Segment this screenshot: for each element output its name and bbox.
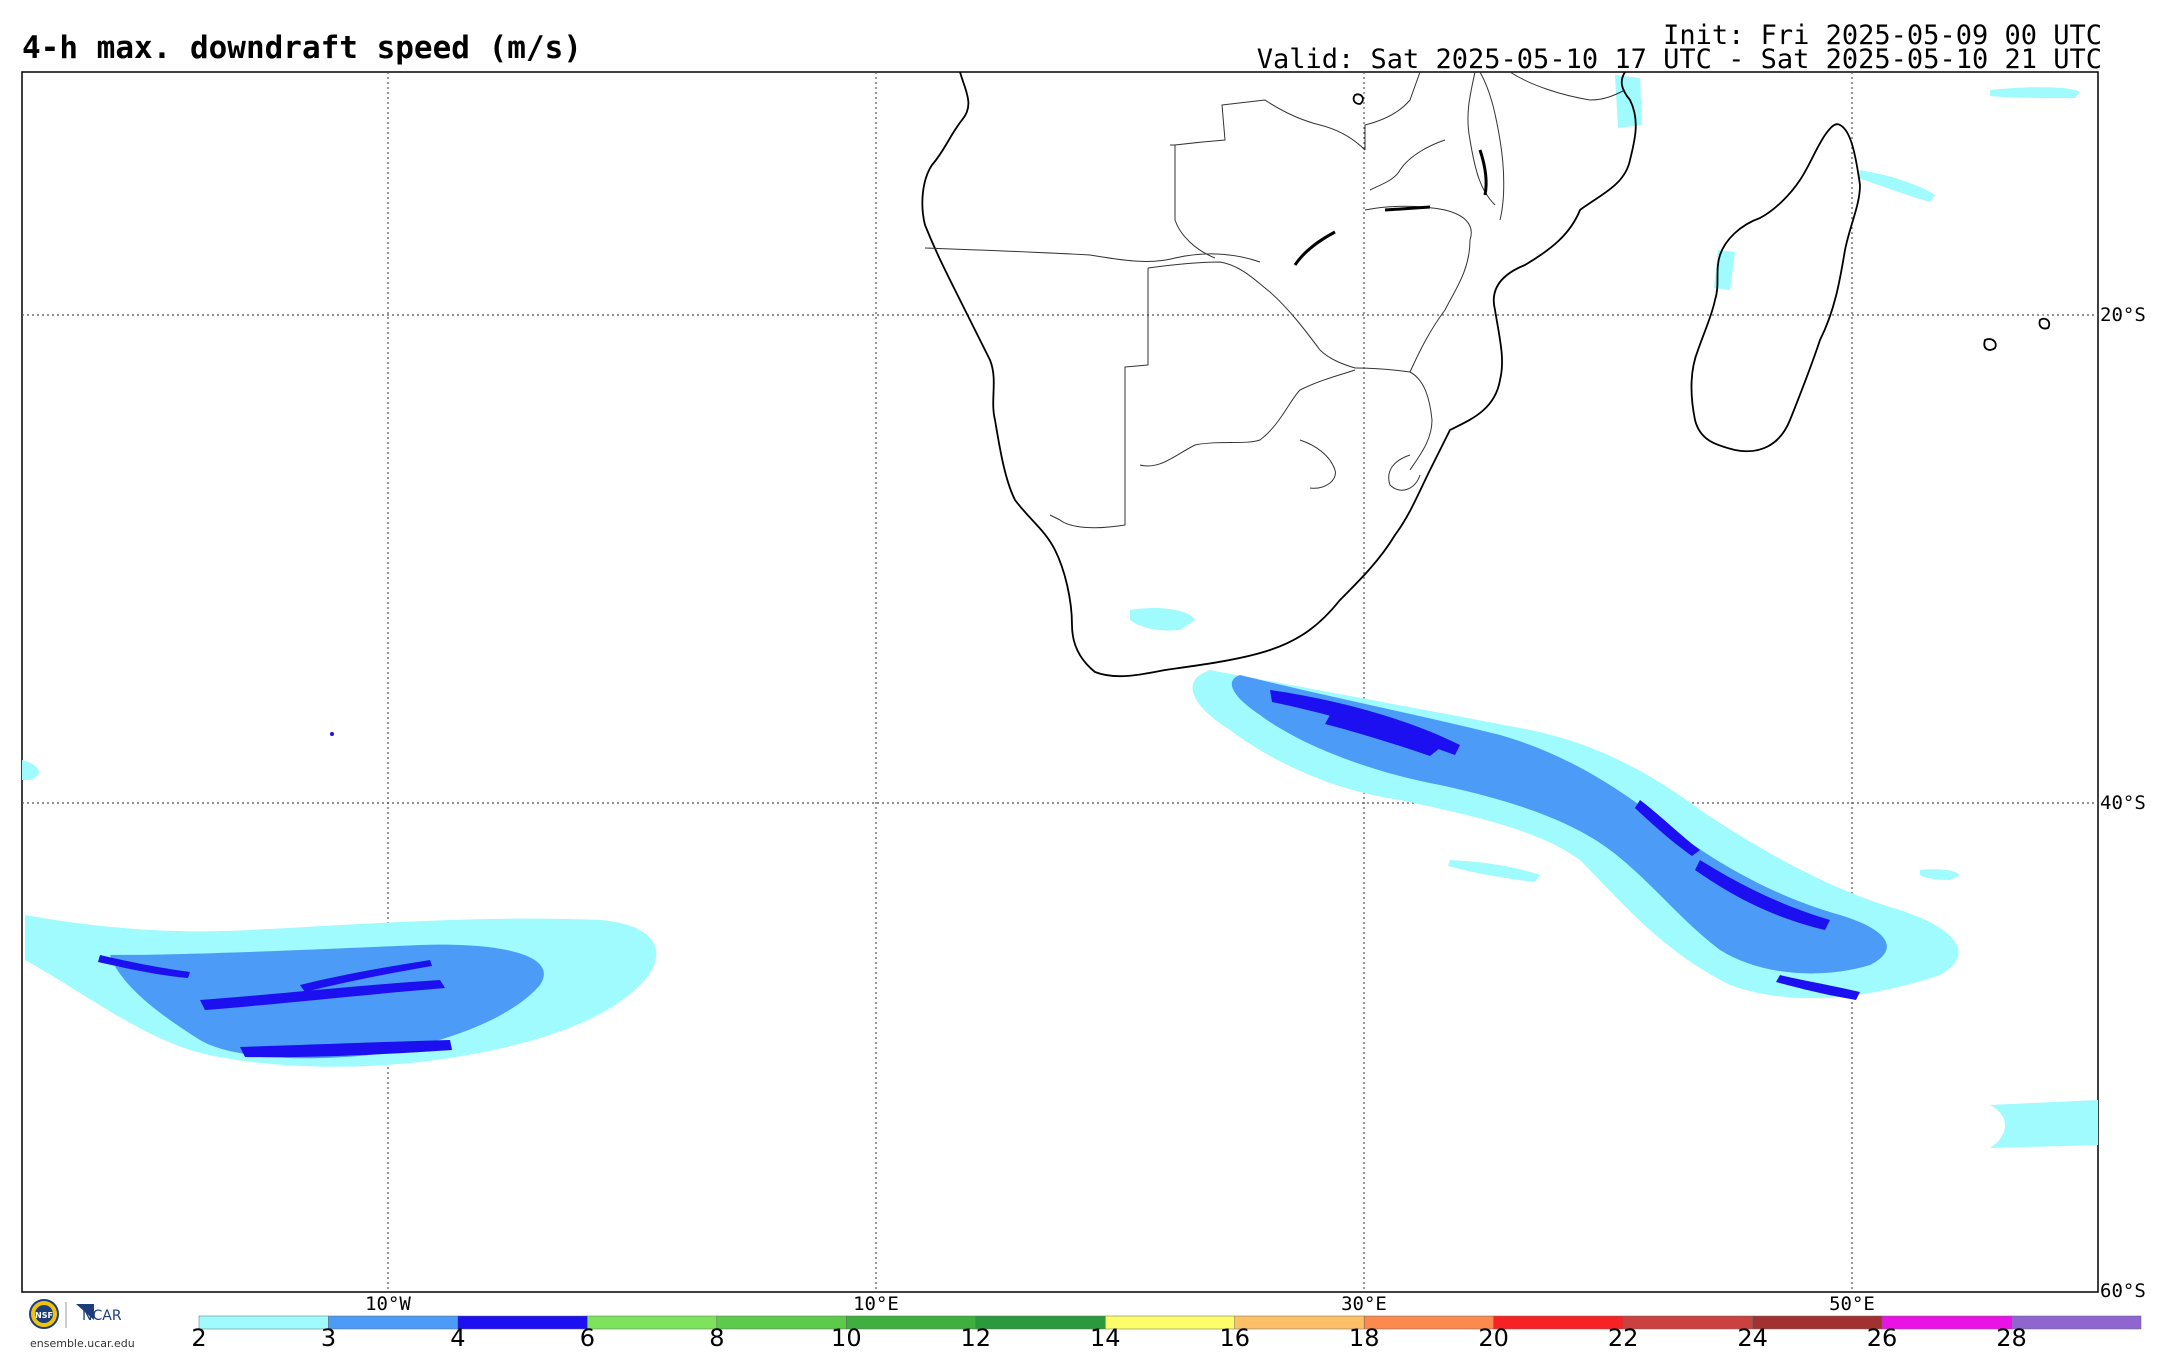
colorbar-tick-label: 16 (1219, 1324, 1250, 1352)
colorbar-tick-label: 18 (1349, 1324, 1380, 1352)
coastlines (921, 71, 2051, 678)
mauritius (2038, 317, 2051, 330)
colorbar-segment (1622, 1315, 1753, 1330)
colorbar-segment (1752, 1315, 1883, 1330)
lon-label: 10°W (365, 1293, 411, 1315)
lake (1352, 93, 1364, 105)
field-sa-mid (1231, 675, 1887, 974)
colorbar-tick-label: 26 (1867, 1324, 1898, 1352)
colorbar-tick-label: 28 (1996, 1324, 2027, 1352)
lat-label: 60°S (2100, 1280, 2146, 1302)
colorbar-segment (716, 1315, 847, 1330)
field-atlantic-dark3 (300, 960, 432, 992)
colorbar-segment (975, 1315, 1106, 1330)
field-sa-dark4 (1635, 800, 1700, 856)
field-atlantic-dark2 (240, 1040, 452, 1058)
lakes (1293, 149, 1488, 266)
colorbar-tick-label: 14 (1090, 1324, 1121, 1352)
field-sa-dark3 (1695, 860, 1830, 930)
field-south-patch (1448, 860, 1540, 882)
field-far-east (1920, 869, 1960, 880)
graticule (22, 72, 2098, 1292)
country-borders (924, 71, 1626, 529)
field-atlantic-mid (110, 944, 544, 1059)
lat-label: 40°S (2100, 792, 2146, 814)
colorbar-segment (1363, 1315, 1494, 1330)
colorbar-tick-label: 6 (580, 1324, 595, 1352)
field-atlantic-dark4 (98, 955, 190, 978)
field-ne-patch1 (1615, 75, 1642, 128)
field-ne-patch3 (1858, 170, 1935, 202)
ncar-logo-icon (76, 1304, 94, 1320)
colorbar-segment (1881, 1315, 2012, 1330)
lon-label: 50°E (1829, 1293, 1875, 1315)
init-time: Init: Fri 2025-05-09 00 UTC (1663, 20, 2102, 51)
colorbar-segment (198, 1315, 329, 1330)
colorbar-segment (1234, 1315, 1365, 1330)
colorbar-tick-label: 20 (1478, 1324, 1509, 1352)
lon-label: 30°E (1341, 1293, 1387, 1315)
field-atlantic-dark1 (200, 980, 445, 1010)
colorbar-tick-label: 8 (709, 1324, 724, 1352)
valid-time: Valid: Sat 2025-05-10 17 UTC - Sat 2025-… (1256, 44, 2102, 75)
field-ne-patch2 (1990, 87, 2080, 98)
field-cape-patch (1130, 608, 1195, 631)
africa-coast (921, 71, 1637, 678)
colorbar-segment (328, 1315, 459, 1330)
colorbar-tick-label: 24 (1737, 1324, 1768, 1352)
colorbar-tick-label: 12 (961, 1324, 992, 1352)
lat-label: 20°S (2100, 304, 2146, 326)
colorbar-segment (1493, 1315, 1624, 1330)
field-speck (330, 732, 334, 736)
map-title: 4-h max. downdraft speed (m/s) (22, 30, 582, 66)
colorbar-tick-label: 22 (1608, 1324, 1639, 1352)
colorbar-segment (587, 1315, 718, 1330)
svg-text:NSF: NSF (35, 1311, 53, 1320)
colorbar-tick-label: 10 (831, 1324, 862, 1352)
reunion (1983, 338, 1997, 351)
map-frame (21, 71, 2099, 1293)
colorbar: 2 3 4 6 8 10 12 14 16 18 20 22 24 26 28 (191, 1315, 2142, 1352)
lon-labels: 10°W 10°E 30°E 50°E (365, 1293, 1875, 1315)
colorbar-tick-label: 3 (321, 1324, 336, 1352)
colorbar-segment (846, 1315, 977, 1330)
field-east-patch (1990, 1100, 2098, 1148)
lon-label: 10°E (853, 1293, 899, 1315)
colorbar-segment (1105, 1315, 1235, 1330)
field-sa-dark2 (1325, 715, 1440, 756)
logo: NSF NCAR (29, 1299, 122, 1329)
madagascar (1690, 123, 1861, 453)
field-sa-dark5 (1776, 975, 1860, 1000)
logo-url: ensemble.ucar.edu (30, 1337, 135, 1350)
svg-text:NCAR: NCAR (82, 1308, 122, 1324)
colorbar-tick-label: 2 (191, 1324, 206, 1352)
colorbar-segment (457, 1315, 588, 1330)
field-sw-patch (22, 760, 39, 780)
colorbar-tick-label: 4 (450, 1324, 465, 1352)
downdraft-field (22, 75, 2098, 1148)
colorbar-segment (2011, 1315, 2142, 1330)
lat-labels: 20°S 40°S 60°S (2100, 304, 2146, 1302)
